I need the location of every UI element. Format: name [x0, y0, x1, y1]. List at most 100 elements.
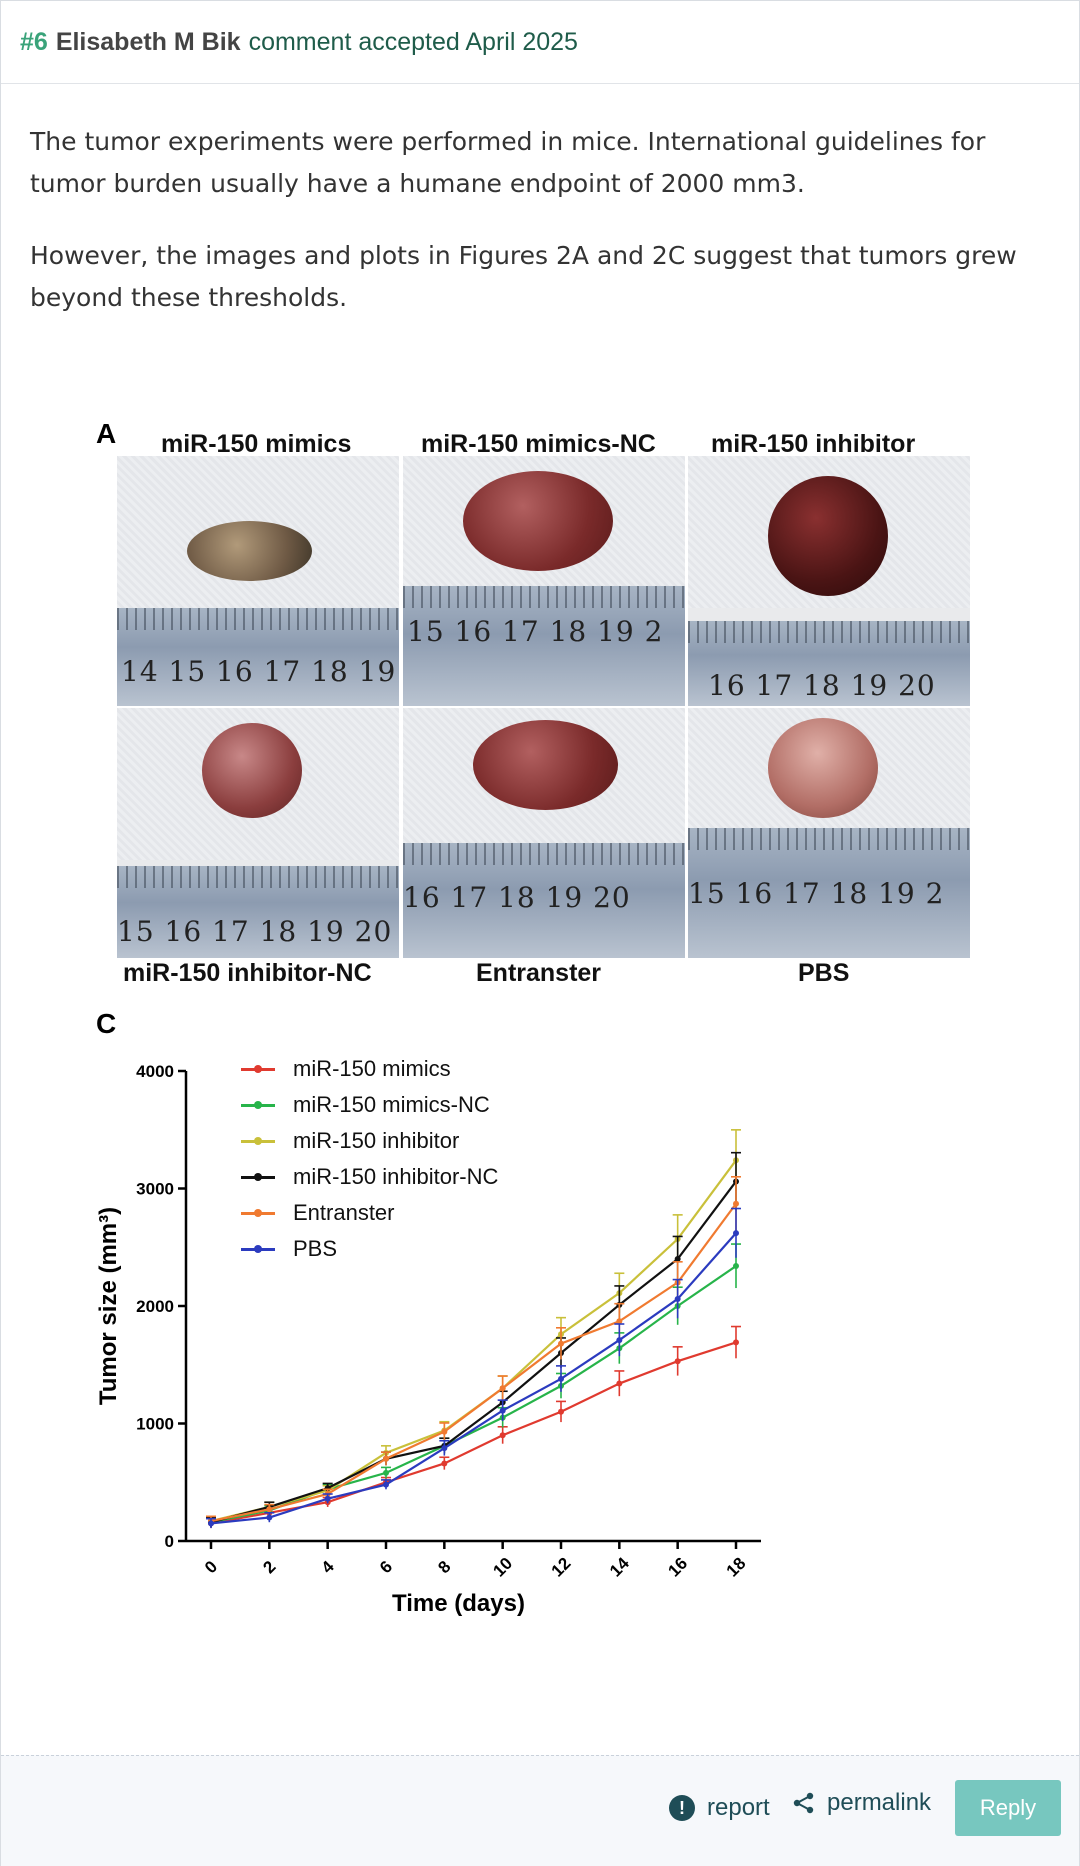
legend-label: Entranster — [293, 1200, 395, 1225]
photo-inhibitor: 16 17 18 19 20 — [688, 456, 970, 706]
data-point — [616, 1318, 623, 1325]
data-point — [383, 1469, 389, 1476]
series-line — [210, 1232, 737, 1525]
report-button[interactable]: ! report — [669, 1794, 770, 1822]
data-point — [499, 1432, 506, 1439]
legend-item: miR-150 mimics — [241, 1056, 451, 1082]
data-point — [499, 1385, 506, 1392]
legend-label: miR-150 inhibitor — [293, 1128, 460, 1153]
legend-label: miR-150 mimics — [293, 1056, 451, 1081]
photo-mimics: 14 15 16 17 18 19 — [117, 456, 399, 706]
data-point — [733, 1339, 739, 1346]
report-label: report — [707, 1794, 770, 1821]
data-point — [208, 1520, 214, 1527]
series-line — [210, 1203, 737, 1523]
series-line — [210, 1180, 737, 1524]
photo-inhibitor-nc: 15 16 17 18 19 20 — [117, 708, 399, 958]
comment-author[interactable]: Elisabeth M Bik — [55, 27, 241, 56]
legend-swatch — [241, 1064, 275, 1073]
data-point — [441, 1445, 448, 1452]
data-point — [558, 1408, 564, 1415]
legend-item: miR-150 inhibitor — [241, 1128, 459, 1154]
x-tick-label: 10 — [489, 1554, 516, 1581]
comment-paragraph-2: However, the images and plots in Figures… — [30, 241, 1017, 312]
data-point — [674, 1295, 681, 1302]
legend-label: miR-150 mimics-NC — [293, 1092, 490, 1117]
data-point — [383, 1455, 389, 1462]
x-tick-label: 2 — [259, 1557, 279, 1577]
ruler-numbers: 16 17 18 19 20 — [403, 881, 631, 914]
photo-pbs: 15 16 17 18 19 2 — [688, 708, 970, 958]
y-tick-label: 3000 — [136, 1180, 174, 1199]
legend-swatch — [241, 1172, 275, 1181]
data-point — [266, 1506, 273, 1513]
data-point — [324, 1495, 331, 1502]
x-tick-label: 18 — [723, 1554, 750, 1581]
legend-item: Entranster — [241, 1200, 395, 1226]
comment-status: comment accepted April 2025 — [248, 27, 578, 56]
legend-swatch — [241, 1136, 275, 1145]
x-axis-label: Time (days) — [392, 1590, 525, 1617]
y-axis-label: Tumor size (mm³) — [95, 1207, 122, 1405]
series-line — [210, 1265, 737, 1524]
data-point — [674, 1256, 681, 1262]
permalink-label: permalink — [827, 1789, 932, 1816]
data-point — [558, 1340, 564, 1347]
panel-a-letter: A — [96, 418, 117, 449]
legend-label: miR-150 inhibitor-NC — [293, 1164, 499, 1189]
x-tick-label: 6 — [376, 1557, 396, 1577]
data-point — [733, 1263, 739, 1270]
legend-item: miR-150 inhibitor-NC — [241, 1164, 498, 1190]
legend-item: miR-150 mimics-NC — [241, 1092, 490, 1118]
ruler-numbers: 15 16 17 18 19 2 — [688, 877, 945, 910]
data-point — [674, 1358, 681, 1365]
photo-entranster: 16 17 18 19 20 — [403, 708, 685, 958]
data-point — [733, 1200, 739, 1207]
title-inhibitor-nc: miR-150 inhibitor-NC — [123, 959, 372, 987]
x-tick-label: 4 — [318, 1557, 339, 1578]
x-tick-label: 16 — [664, 1554, 691, 1581]
comment-footer: ! report permalink Reply — [1, 1755, 1079, 1866]
ruler-numbers: 16 17 18 19 20 — [708, 669, 936, 702]
y-tick-label: 4000 — [136, 1062, 174, 1081]
y-tick-label: 1000 — [136, 1415, 174, 1434]
legend-swatch — [241, 1208, 275, 1217]
comment-number[interactable]: #6 — [20, 27, 48, 56]
ruler-numbers: 15 16 17 18 19 2 — [407, 615, 664, 648]
legend-label: PBS — [293, 1236, 338, 1261]
legend-item: PBS — [241, 1236, 337, 1262]
share-icon — [793, 1792, 814, 1814]
data-point — [616, 1380, 623, 1387]
y-tick-label: 0 — [165, 1532, 174, 1551]
reply-button[interactable]: Reply — [955, 1780, 1061, 1836]
data-point — [441, 1428, 448, 1435]
y-tick-label: 2000 — [136, 1297, 174, 1316]
comment-header: #6 Elisabeth M Bik comment accepted Apri… — [1, 1, 1079, 84]
title-mimics: miR-150 mimics — [161, 430, 352, 458]
exclamation-circle-icon: ! — [669, 1795, 695, 1821]
x-tick-label: 0 — [201, 1557, 221, 1577]
title-entranster: Entranster — [476, 959, 602, 987]
comment-paragraph-1: The tumor experiments were performed in … — [30, 127, 986, 198]
title-inhibitor: miR-150 inhibitor — [711, 430, 916, 458]
title-pbs: PBS — [798, 959, 850, 987]
photo-mimics-nc: 15 16 17 18 19 2 — [403, 456, 685, 706]
legend-swatch — [241, 1100, 275, 1109]
data-point — [733, 1230, 739, 1237]
ruler-numbers: 15 16 17 18 19 20 — [117, 915, 393, 948]
data-point — [266, 1514, 273, 1521]
panel-c-letter: C — [96, 1008, 117, 1039]
data-point — [499, 1407, 506, 1414]
figure-image: A miR-150 mimics miR-150 mimics-NC miR-1… — [91, 406, 991, 1696]
legend-swatch — [241, 1244, 275, 1253]
tumor-growth-chart: 0 1000 2000 3000 4000 0 2 4 6 8 10 12 14 16 18 Time (da… — [95, 1062, 761, 1617]
x-tick-label: 12 — [548, 1554, 575, 1581]
x-tick-label: 14 — [606, 1553, 633, 1580]
x-tick-label: 8 — [434, 1557, 454, 1577]
ruler-numbers: 14 15 16 17 18 19 — [121, 655, 397, 688]
data-point — [558, 1375, 564, 1382]
data-point — [616, 1337, 623, 1344]
title-mimics-nc: miR-150 mimics-NC — [421, 430, 656, 458]
data-point — [383, 1481, 389, 1488]
permalink-button[interactable]: permalink — [793, 1789, 931, 1817]
